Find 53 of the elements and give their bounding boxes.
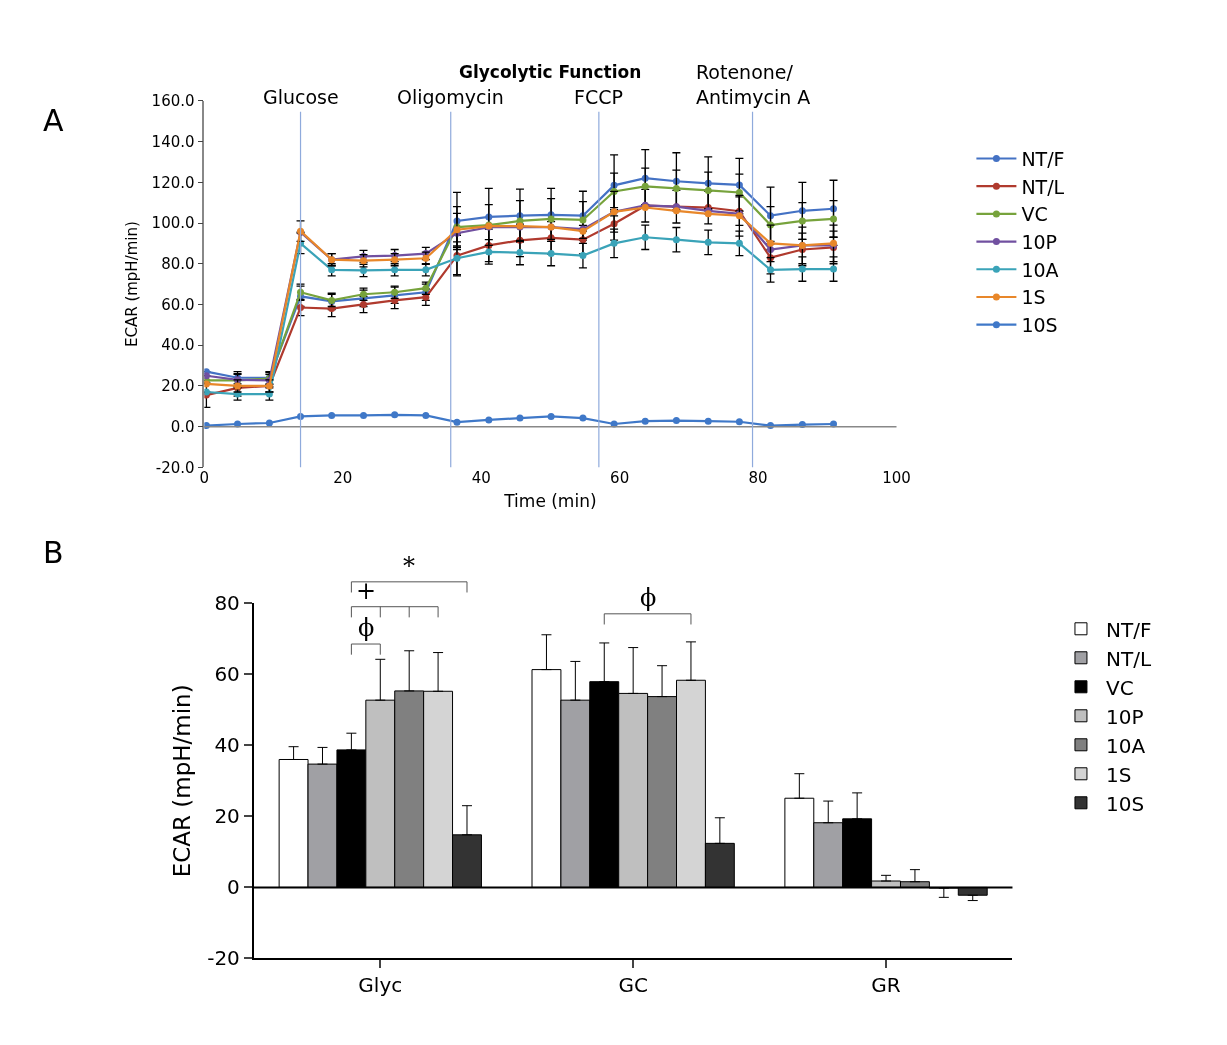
annotation: ϕ [640,584,657,612]
annotation: ϕ [358,614,375,642]
legend-label: 10A [1105,733,1146,758]
x-tick-label: GC [618,973,648,998]
x-tick-label: 40 [471,469,491,488]
y-axis-title: ECAR (mpH/min) [123,221,142,348]
x-tick-label: GR [871,973,901,998]
text: * [403,552,415,580]
legend-label: NT/F [1021,147,1065,170]
annotation: + [356,577,377,605]
legend-label: 10P [1105,704,1144,729]
y-tick-label: 20 [214,804,240,829]
chart-title: Glycolytic Function [459,62,642,82]
legend-label: 10S [1105,791,1145,816]
legend-label: NT/F [1105,617,1152,642]
x-tick-label: 80 [748,469,768,488]
y-tick-label: 0.0 [170,417,195,436]
legend-label: NT/L [1105,646,1152,671]
legend-label: VC [1105,675,1134,700]
x-tick-label: Glyc [358,973,403,998]
y-tick-label: -20 [207,946,240,971]
legend-label: 10A [1021,258,1059,281]
y-tick-label: -20.0 [155,458,195,477]
legend-label: NT/L [1021,175,1065,198]
y-tick-label: 80.0 [161,254,195,273]
text: A [43,103,64,138]
ref-line-label: Glucose [263,86,339,108]
y-tick-label: 80 [214,591,240,616]
y-tick-label: 60 [214,662,240,687]
legend-label: 1S [1105,762,1132,787]
y-tick-label: 20.0 [161,377,195,396]
y-tick-label: 40.0 [161,336,195,355]
y-tick-label: 60.0 [161,295,195,314]
y-tick-label: 40 [214,733,240,758]
y-tick-label: 140.0 [151,132,195,151]
y-tick-label: 100.0 [151,214,195,233]
legend-label: 10P [1021,230,1058,253]
x-tick-label: 100 [882,469,911,488]
x-tick-label: 60 [610,469,630,488]
legend-label: VC [1021,203,1048,226]
x-axis-title: Time (min) [503,490,597,511]
y-tick-label: 160.0 [151,92,195,111]
y-tick-label: 120.0 [151,173,195,192]
ref-line-label: FCCP [574,86,623,108]
ref-line-label: Oligomycin [397,86,504,108]
text: B [43,535,64,570]
ref-line-label: Rotenone/ Antimycin A [696,61,811,108]
y-axis-title: ECAR (mpH/min) [169,684,196,878]
x-tick-label: 0 [199,469,210,488]
legend-label: 10S [1021,314,1058,337]
y-tick-label: 0 [227,875,240,900]
x-tick-label: 20 [333,469,353,488]
legend-label: 1S [1021,286,1046,309]
